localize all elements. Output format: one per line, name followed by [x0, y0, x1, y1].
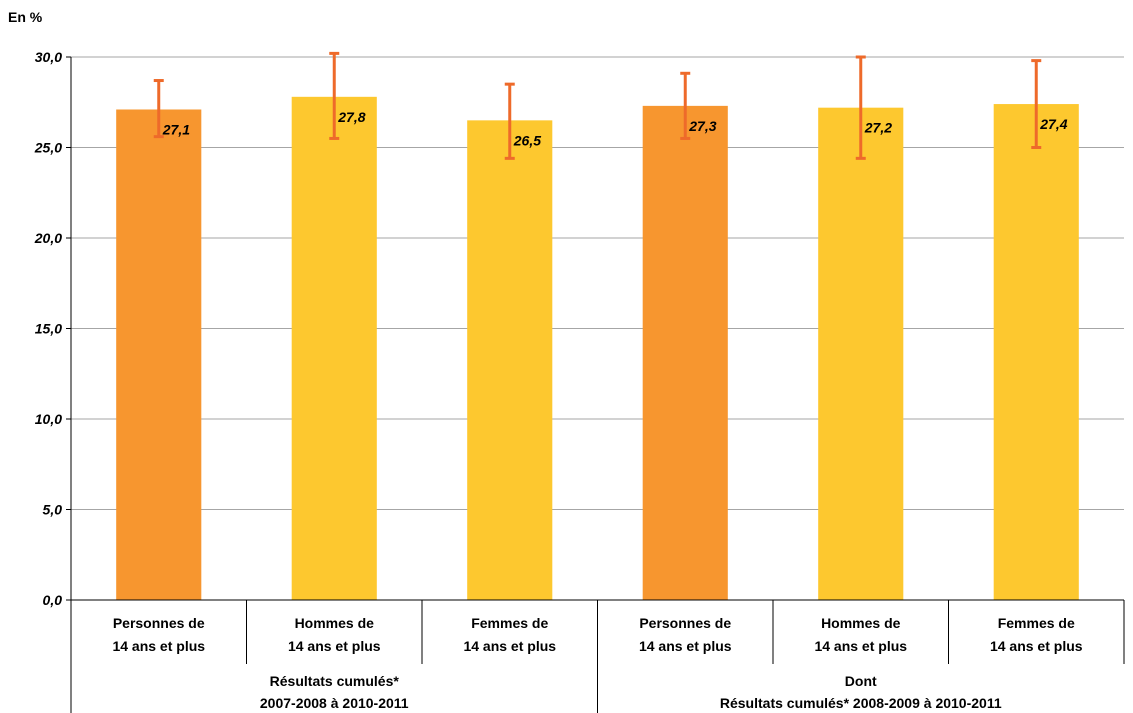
bar — [818, 107, 904, 601]
y-tick-label: 15,0 — [35, 321, 62, 337]
axes — [66, 56, 1125, 713]
group-label: Dont — [845, 673, 877, 689]
category-label: Femmes de — [998, 615, 1075, 631]
bar — [642, 105, 728, 601]
group-label: Résultats cumulés* — [270, 673, 400, 689]
y-tick-label: 30,0 — [35, 49, 62, 65]
category-label: Personnes de — [113, 615, 205, 631]
bar — [291, 96, 377, 600]
group-label: Résultats cumulés* 2008-2009 à 2010-2011 — [720, 695, 1002, 711]
category-label: 14 ans et plus — [463, 638, 556, 654]
bar — [467, 120, 553, 600]
category-label: 14 ans et plus — [639, 638, 732, 654]
data-label: 27,2 — [864, 120, 892, 136]
y-tick-label: 0,0 — [43, 592, 63, 608]
y-tick-label: 10,0 — [35, 411, 62, 427]
category-label: 14 ans et plus — [814, 638, 907, 654]
bar — [116, 109, 202, 601]
bar — [993, 104, 1079, 600]
y-axis-label: En % — [8, 9, 43, 25]
group-label: 2007-2008 à 2010-2011 — [260, 695, 409, 711]
gridlines — [71, 56, 1124, 510]
y-tick-label: 25,0 — [34, 140, 62, 156]
y-tick-label: 20,0 — [34, 230, 62, 246]
category-label: 14 ans et plus — [990, 638, 1083, 654]
labels: 0,0 5,0 10,0 15,0 20,0 25,0 30,0 27,1 Personnes … — [34, 49, 1083, 711]
data-label: 27,3 — [688, 118, 716, 134]
data-label: 27,1 — [162, 121, 190, 137]
category-label: Hommes de — [821, 615, 901, 631]
category-label: Femmes de — [471, 615, 548, 631]
y-tick-label: 5,0 — [43, 502, 63, 518]
data-label: 27,8 — [337, 109, 365, 125]
category-label: Personnes de — [639, 615, 731, 631]
category-label: Hommes de — [295, 615, 375, 631]
data-label: 27,4 — [1039, 116, 1067, 132]
data-label: 26,5 — [513, 132, 541, 148]
bars — [116, 51, 1079, 601]
category-label: 14 ans et plus — [288, 638, 381, 654]
category-label: 14 ans et plus — [112, 638, 205, 654]
